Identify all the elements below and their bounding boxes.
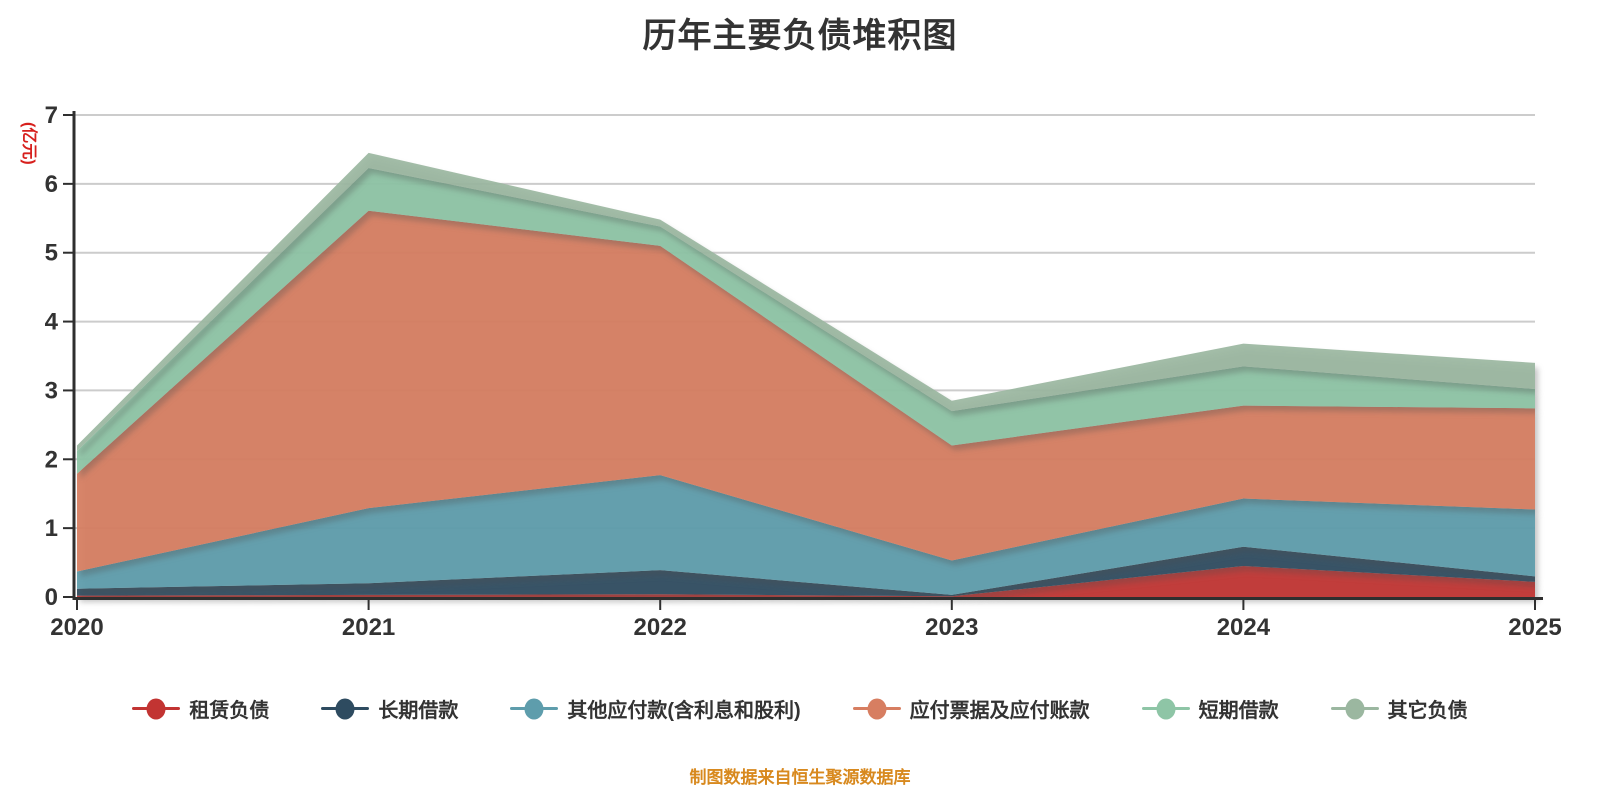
legend-line-dot-icon: [510, 698, 559, 720]
x-tick-label-2020: 2020: [50, 614, 103, 641]
legend-dot: [524, 698, 544, 719]
legend-item-租赁负债[interactable]: 租赁负债: [132, 694, 269, 723]
legend-dot: [146, 698, 166, 719]
legend-label: 短期借款: [1198, 700, 1279, 722]
chart-legend: 租赁负债 长期借款 其他应付款(含利息和股利) 应付票据及应付账款 短期借款 其它负债: [0, 694, 1600, 723]
legend-line-dot-icon: [132, 698, 181, 720]
area-series-2-长期借款: [77, 546, 1535, 597]
area-series-3-其他应付款(含利息和股利): [77, 475, 1535, 595]
legend-dot: [867, 698, 887, 719]
legend-item-其它负债[interactable]: 其它负债: [1330, 694, 1468, 723]
y-tick-label-6: 6: [45, 171, 58, 198]
legend-item-短期借款[interactable]: 短期借款: [1141, 694, 1279, 723]
axis-layer: 0 1 2 3 4 5 6 7 2020 2021 2022 2023 2024 2025: [45, 102, 1562, 641]
x-tick-label-2021: 2021: [342, 614, 395, 641]
x-tick-label-2023: 2023: [925, 614, 978, 641]
legend-item-其他应付款(含利息和股利)[interactable]: 其他应付款(含利息和股利): [510, 694, 801, 723]
legend-line-dot-icon: [1141, 698, 1190, 720]
y-tick-label-1: 1: [45, 515, 58, 542]
y-axis-unit-label: (亿元): [20, 122, 39, 165]
y-tick-label-4: 4: [45, 309, 59, 336]
stacked-area-chart: 0 1 2 3 4 5 6 7 2020 2021 2022 2023 2024 2025 (亿元): [20, 102, 1562, 641]
legend-label: 应付票据及应付账款: [909, 700, 1090, 722]
x-tick-label-2025: 2025: [1508, 614, 1561, 641]
legend-label: 租赁负债: [189, 700, 270, 722]
area-series-6-其它负债: [77, 152, 1535, 452]
data-source-note: 制图数据来自恒生聚源数据库: [689, 768, 911, 787]
chart-title: 历年主要负债堆积图: [642, 17, 958, 55]
legend-item-长期借款[interactable]: 长期借款: [321, 694, 458, 723]
legend-line-dot-icon: [852, 698, 901, 720]
area-series-5-短期借款: [77, 168, 1535, 474]
legend-line-dot-icon: [321, 698, 370, 720]
legend-label: 其它负债: [1387, 700, 1468, 722]
legend-dot: [1156, 698, 1176, 719]
x-tick-label-2024: 2024: [1217, 614, 1271, 641]
legend-label: 长期借款: [378, 700, 459, 722]
y-tick-label-3: 3: [45, 377, 58, 404]
legend-label: 其他应付款(含利息和股利): [567, 700, 801, 722]
legend-dot: [335, 698, 355, 719]
area-layer: [77, 152, 1535, 597]
y-tick-label-0: 0: [45, 584, 58, 611]
area-series-4-应付票据及应付账款: [77, 210, 1535, 572]
legend-line-dot-icon: [1330, 698, 1379, 720]
y-tick-label-7: 7: [45, 102, 58, 129]
legend-dot: [1345, 698, 1365, 719]
legend-item-应付票据及应付账款[interactable]: 应付票据及应付账款: [852, 694, 1090, 723]
x-tick-label-2022: 2022: [634, 614, 687, 641]
area-series-1-租赁负债: [77, 566, 1535, 597]
y-tick-label-5: 5: [45, 240, 58, 267]
y-tick-label-2: 2: [45, 446, 58, 473]
